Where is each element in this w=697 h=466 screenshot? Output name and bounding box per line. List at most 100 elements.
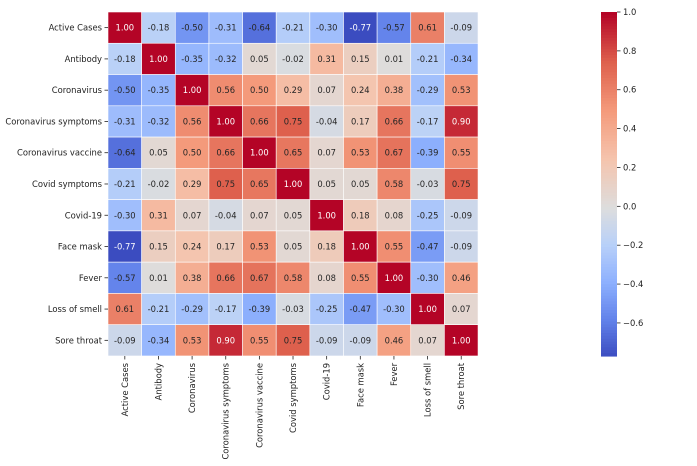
colorbar-segment bbox=[601, 149, 617, 154]
colorbar-segment bbox=[601, 264, 617, 268]
colorbar-segment bbox=[601, 218, 617, 222]
colorbar-segment bbox=[601, 69, 617, 73]
colorbar-segment bbox=[601, 37, 617, 42]
colorbar-segment bbox=[601, 310, 617, 314]
colorbar-segment bbox=[601, 341, 617, 346]
heatmap-cell-covid-19-face-mask bbox=[343, 199, 378, 232]
colorbar-segment bbox=[601, 258, 617, 262]
y-tick-label-active-cases: Active Cases bbox=[49, 23, 102, 33]
cell-value-label: 0.61 bbox=[115, 304, 134, 314]
colorbar-segment bbox=[601, 238, 617, 242]
cell-value-label: 0.07 bbox=[452, 304, 471, 314]
colorbar-segment bbox=[601, 126, 617, 131]
colorbar-segment bbox=[601, 247, 617, 251]
y-tick-label-fever: Fever bbox=[79, 273, 103, 283]
cell-value-label: -0.29 bbox=[181, 304, 203, 314]
cell-value-label: -0.50 bbox=[114, 85, 136, 95]
colorbar-segment bbox=[601, 175, 617, 179]
colorbar-segment bbox=[601, 77, 617, 82]
colorbar-segment bbox=[601, 34, 617, 39]
heatmap-cell-face-mask-covid-symptoms bbox=[275, 230, 311, 263]
colorbar-segment bbox=[601, 172, 617, 176]
colorbar-segment bbox=[601, 20, 617, 25]
colorbar-segment bbox=[601, 46, 617, 50]
cell-value-label: 0.01 bbox=[385, 54, 404, 64]
heatmap-cell-face-mask-antibody bbox=[141, 230, 176, 263]
colorbar-segment bbox=[601, 146, 617, 151]
heatmap-cell-antibody-face-mask bbox=[343, 42, 378, 75]
cell-value-label: 0.05 bbox=[284, 242, 303, 252]
colorbar-segment bbox=[601, 224, 617, 228]
cell-value-label: 0.56 bbox=[216, 85, 235, 95]
colorbar-segment bbox=[601, 40, 617, 45]
heatmap-cell-coronavirus-covid-19 bbox=[309, 74, 344, 107]
colorbar-segment bbox=[601, 135, 617, 139]
cell-value-label: -0.25 bbox=[417, 210, 439, 220]
heatmap-cell-active-cases-active-cases bbox=[107, 11, 142, 44]
colorbar-segment bbox=[601, 269, 617, 274]
colorbar-segment bbox=[601, 118, 617, 122]
cell-value-label: 0.01 bbox=[149, 273, 168, 283]
heatmap-cell-coronavirus-sore-throat bbox=[444, 74, 479, 107]
heatmap-cell-covid-19-antibody bbox=[141, 199, 176, 232]
heatmap-cell-covid-symptoms-covid-symptoms bbox=[275, 168, 311, 200]
colorbar-segment bbox=[601, 75, 617, 79]
heatmap-cell-face-mask-covid-19 bbox=[309, 230, 344, 263]
heatmap-cell-antibody-fever bbox=[376, 42, 412, 75]
colorbar-segment bbox=[601, 138, 617, 142]
heatmap-cell-loss-of-smell-coronavirus-vaccine bbox=[242, 293, 277, 325]
colorbar-segment bbox=[601, 353, 617, 357]
colorbar-segment bbox=[601, 241, 617, 245]
cell-value-label: 0.75 bbox=[284, 335, 303, 345]
heatmap-cell-covid-symptoms-active-cases bbox=[107, 168, 142, 200]
heatmap-cell-sore-throat-sore-throat bbox=[444, 324, 479, 357]
cell-value-label: 0.55 bbox=[250, 335, 269, 345]
colorbar-tick-label: 0.4 bbox=[623, 124, 636, 134]
colorbar-segment bbox=[601, 86, 617, 90]
colorbar-segment bbox=[601, 295, 617, 300]
colorbar-segment bbox=[601, 272, 617, 277]
colorbar-segment bbox=[601, 63, 617, 68]
colorbar-segment bbox=[601, 143, 617, 148]
cell-value-label: -0.30 bbox=[417, 273, 439, 283]
colorbar-segment bbox=[601, 321, 617, 326]
colorbar-tick-label: 0.6 bbox=[623, 85, 636, 95]
colorbar-segment bbox=[601, 232, 617, 237]
cell-value-label: 0.66 bbox=[385, 116, 404, 126]
colorbar-segment bbox=[601, 112, 617, 116]
heatmap-cell-face-mask-active-cases bbox=[107, 230, 142, 263]
heatmap-cell-coronavirus-symptoms-loss-of-smell bbox=[410, 105, 445, 138]
colorbar-tick-label: −0.6 bbox=[623, 318, 643, 328]
colorbar-tick-label: 1.0 bbox=[623, 7, 636, 17]
cell-value-label: 0.50 bbox=[250, 85, 269, 95]
colorbar-segment bbox=[601, 347, 617, 351]
cell-value-label: 0.05 bbox=[149, 148, 168, 158]
heatmap-cell-covid-19-covid-symptoms bbox=[275, 199, 311, 232]
colorbar: 1.0 0.8 0.6 0.4 0.2 0.0 −0.2 −0.4 −0.6 bbox=[601, 7, 643, 357]
heatmap-cell-loss-of-smell-covid-symptoms bbox=[275, 293, 311, 325]
heatmap-cell-coronavirus-active-cases bbox=[107, 74, 142, 107]
colorbar-tick-label: 0.8 bbox=[623, 46, 636, 56]
colorbar-segment bbox=[601, 206, 617, 211]
colorbar-segment bbox=[601, 97, 617, 102]
heatmap-cell-fever-face-mask bbox=[343, 261, 378, 294]
cell-value-label: -0.77 bbox=[349, 23, 371, 33]
colorbar-segment bbox=[601, 23, 617, 27]
heatmap-cell-coronavirus-symptoms-sore-throat bbox=[444, 105, 479, 138]
heatmap-cell-loss-of-smell-fever bbox=[376, 293, 412, 325]
cell-value-label: 0.05 bbox=[351, 179, 370, 189]
cell-value-label: 0.08 bbox=[317, 273, 336, 283]
heatmap-cell-active-cases-loss-of-smell bbox=[410, 11, 445, 44]
heatmap-cell-coronavirus-symptoms-covid-19 bbox=[309, 105, 344, 138]
heatmap-cell-active-cases-coronavirus bbox=[174, 11, 210, 44]
heatmap-cell-sore-throat-loss-of-smell bbox=[410, 324, 445, 357]
cell-value-label: 0.66 bbox=[216, 273, 235, 283]
colorbar-segment bbox=[601, 226, 617, 231]
cell-value-label: 0.07 bbox=[317, 148, 336, 158]
cell-value-label: 0.08 bbox=[385, 210, 404, 220]
colorbar-segment bbox=[601, 275, 617, 280]
cell-value-label: -0.39 bbox=[249, 304, 271, 314]
cell-value-label: 0.38 bbox=[183, 273, 202, 283]
colorbar-segment bbox=[601, 95, 617, 99]
